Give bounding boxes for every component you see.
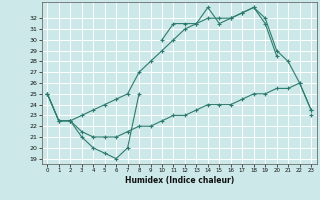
X-axis label: Humidex (Indice chaleur): Humidex (Indice chaleur) [124,176,234,185]
